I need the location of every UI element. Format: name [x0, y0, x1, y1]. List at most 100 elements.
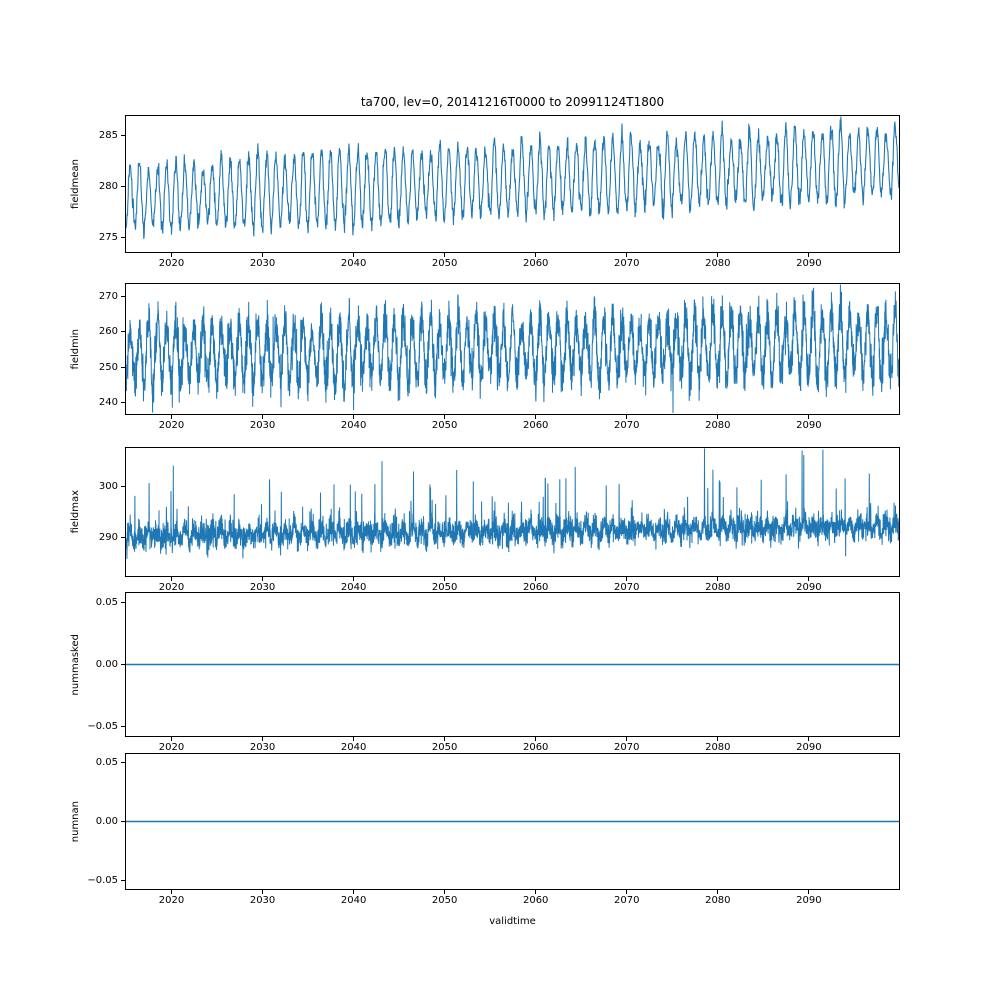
- x-tick-mark: [353, 415, 355, 419]
- y-tick-label: 290: [98, 532, 118, 544]
- x-tick-mark: [808, 577, 810, 581]
- x-tick-label: 2070: [614, 420, 640, 431]
- y-tick-label: 260: [98, 326, 118, 338]
- x-tick-mark: [808, 253, 810, 257]
- y-tick-mark: [121, 186, 125, 188]
- x-tick-label: 2050: [431, 258, 458, 269]
- x-tick-label: 2070: [614, 582, 640, 593]
- y-tick-mark: [121, 134, 125, 136]
- x-tick-label: 2080: [705, 895, 731, 906]
- y-tick-mark: [121, 601, 125, 603]
- subplot-fieldmax: fieldmax 290 300 2020 2030 2040 2050 2060 2070 2…: [70, 447, 900, 593]
- x-tick-mark: [626, 253, 628, 257]
- x-tick-label: 2020: [158, 742, 185, 753]
- x-tick-label: 2030: [249, 258, 276, 269]
- x-tick-label: 2040: [340, 258, 367, 269]
- y-tick-mark: [121, 331, 125, 333]
- x-tick-label: 2060: [522, 420, 549, 431]
- y-tick-label: −0.05: [87, 874, 118, 886]
- y-tick-label: 0.00: [95, 816, 118, 827]
- x-tick-label: 2040: [340, 420, 367, 431]
- x-tick-label: 2020: [158, 582, 185, 593]
- x-tick-mark: [717, 253, 719, 257]
- x-tick-label: 2050: [431, 582, 458, 593]
- y-tick-label: 285: [98, 129, 118, 141]
- x-tick-label: 2030: [249, 742, 276, 753]
- y-tick-mark: [121, 664, 125, 665]
- x-tick-mark: [262, 253, 264, 257]
- x-tick-mark: [535, 415, 537, 419]
- x-tick-mark: [353, 577, 355, 581]
- x-tick-mark: [717, 415, 719, 419]
- y-tick-mark: [121, 486, 125, 488]
- y-tick-mark: [121, 295, 125, 297]
- x-tick-mark: [444, 737, 446, 741]
- x-tick-mark: [444, 890, 446, 894]
- y-tick-mark: [121, 762, 125, 764]
- series-line-fieldmax: [126, 448, 899, 559]
- y-tick-label: 250: [98, 361, 118, 373]
- series-polyline: [126, 448, 899, 559]
- y-axis-label-fieldmin: fieldmin: [69, 328, 81, 370]
- x-tick-mark: [171, 253, 173, 257]
- y-tick-label: 300: [98, 481, 118, 493]
- x-tick-mark: [535, 737, 537, 741]
- subplot-nummasked: nummasked −0.05 0.00 0.05 2020 2030 2040 2050 2…: [70, 592, 900, 753]
- x-axis-label: validtime: [489, 916, 536, 927]
- x-tick-mark: [353, 890, 355, 894]
- y-tick-label: 0.00: [95, 659, 118, 670]
- x-tick-mark: [444, 415, 446, 419]
- x-tick-label: 2090: [796, 742, 822, 753]
- x-tick-mark: [171, 577, 173, 581]
- x-tick-mark: [626, 890, 628, 894]
- series-polyline: [126, 284, 899, 414]
- x-tick-label: 2030: [249, 895, 276, 906]
- series-line-numnan: [126, 820, 899, 823]
- x-tick-label: 2080: [705, 258, 731, 269]
- x-tick-mark: [262, 737, 264, 741]
- y-tick-label: 280: [98, 181, 118, 193]
- y-axis-label-nummasked: nummasked: [69, 633, 81, 696]
- x-tick-mark: [262, 577, 264, 581]
- y-axis-label-fieldmax: fieldmax: [69, 490, 81, 534]
- x-tick-mark: [717, 890, 719, 894]
- x-tick-mark: [444, 253, 446, 257]
- x-tick-mark: [626, 577, 628, 581]
- x-tick-label: 2060: [522, 895, 549, 906]
- x-tick-label: 2020: [158, 895, 185, 906]
- x-tick-mark: [262, 415, 264, 419]
- x-tick-mark: [717, 737, 719, 741]
- x-tick-label: 2020: [158, 420, 185, 431]
- x-tick-label: 2020: [158, 258, 185, 269]
- x-tick-mark: [444, 577, 446, 581]
- x-tick-mark: [626, 415, 628, 419]
- x-tick-label: 2030: [249, 420, 276, 431]
- x-tick-mark: [535, 253, 537, 257]
- x-tick-label: 2030: [249, 582, 276, 593]
- x-tick-mark: [171, 415, 173, 419]
- x-tick-mark: [171, 890, 173, 894]
- series-line-fieldmin: [126, 284, 899, 414]
- x-tick-label: 2050: [431, 895, 458, 906]
- x-tick-mark: [717, 577, 719, 581]
- x-tick-mark: [535, 890, 537, 894]
- x-tick-label: 2090: [796, 258, 822, 269]
- subplot-fieldmean: fieldmean 275 280 285 2020 2030 2040 2050 2060 2…: [70, 115, 900, 269]
- x-tick-label: 2090: [796, 420, 822, 431]
- x-tick-label: 2090: [796, 582, 822, 593]
- y-tick-label: 270: [98, 290, 118, 302]
- series-line-fieldmean: [126, 116, 899, 239]
- y-axis-label-fieldmean: fieldmean: [69, 159, 81, 209]
- x-tick-mark: [626, 737, 628, 741]
- series-line-nummasked: [126, 663, 899, 666]
- x-tick-label: 2040: [340, 742, 367, 753]
- x-tick-label: 2070: [614, 742, 640, 753]
- y-tick-mark: [121, 237, 125, 239]
- y-tick-label: 240: [98, 397, 118, 409]
- x-tick-label: 2070: [614, 895, 640, 906]
- x-tick-mark: [353, 253, 355, 257]
- x-tick-label: 2040: [340, 895, 367, 906]
- y-tick-mark: [121, 821, 125, 822]
- y-tick-mark: [121, 366, 125, 368]
